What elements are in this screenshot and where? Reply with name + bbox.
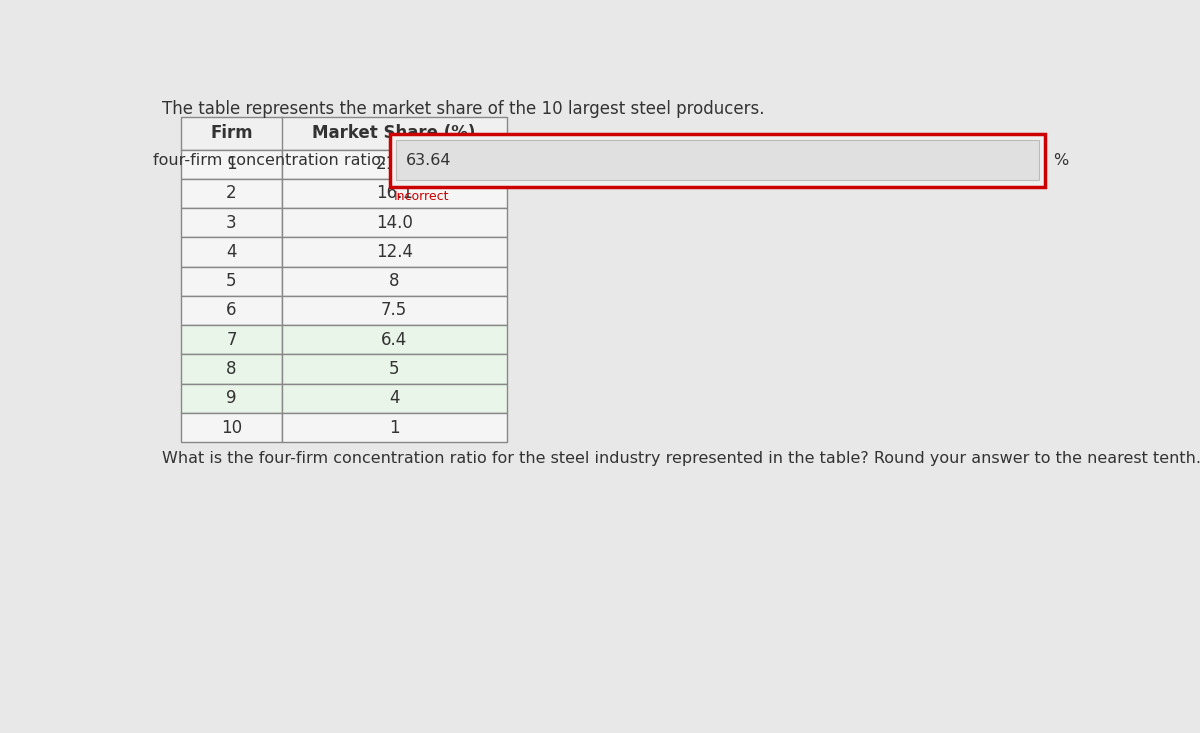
Bar — [181, 179, 282, 208]
Bar — [181, 325, 282, 354]
Bar — [181, 296, 282, 325]
Bar — [181, 354, 282, 383]
Bar — [181, 150, 282, 179]
Bar — [396, 140, 1039, 180]
Text: 9: 9 — [226, 389, 236, 408]
Bar — [282, 383, 506, 413]
Text: 8: 8 — [226, 360, 236, 378]
Text: %: % — [1052, 153, 1068, 168]
Text: 21.4: 21.4 — [376, 155, 413, 173]
Text: Incorrect: Incorrect — [394, 191, 450, 203]
Text: Market Share (%): Market Share (%) — [312, 125, 476, 142]
Bar — [181, 208, 282, 237]
Bar — [181, 383, 282, 413]
Bar — [282, 179, 506, 208]
Bar — [390, 134, 1045, 186]
Bar — [282, 354, 506, 383]
Text: 12.4: 12.4 — [376, 243, 413, 261]
Text: 3: 3 — [226, 214, 236, 232]
Bar — [181, 267, 282, 296]
Text: 1: 1 — [389, 419, 400, 437]
Text: 4: 4 — [389, 389, 400, 408]
Text: four-firm concentration ratio:: four-firm concentration ratio: — [154, 153, 386, 168]
Bar — [282, 150, 506, 179]
Text: 2: 2 — [226, 185, 236, 202]
Bar — [181, 117, 506, 150]
Text: 4: 4 — [226, 243, 236, 261]
Text: 6.4: 6.4 — [382, 331, 407, 349]
Text: What is the four-firm concentration ratio for the steel industry represented in : What is the four-firm concentration rati… — [162, 452, 1200, 466]
Text: 5: 5 — [389, 360, 400, 378]
Bar — [282, 413, 506, 442]
Text: Firm: Firm — [210, 125, 253, 142]
Bar — [282, 208, 506, 237]
Text: The table represents the market share of the 10 largest steel producers.: The table represents the market share of… — [162, 100, 764, 117]
Text: 63.64: 63.64 — [406, 153, 451, 168]
Text: 7: 7 — [226, 331, 236, 349]
Text: 5: 5 — [226, 272, 236, 290]
Bar — [282, 267, 506, 296]
Bar — [282, 296, 506, 325]
Text: 6: 6 — [226, 301, 236, 320]
Bar — [282, 325, 506, 354]
Bar — [181, 413, 282, 442]
Text: 1: 1 — [226, 155, 236, 173]
Text: 10: 10 — [221, 419, 242, 437]
Bar — [282, 237, 506, 267]
Text: 16.1: 16.1 — [376, 185, 413, 202]
Text: 14.0: 14.0 — [376, 214, 413, 232]
Text: 7.5: 7.5 — [382, 301, 407, 320]
Text: 8: 8 — [389, 272, 400, 290]
Bar — [181, 237, 282, 267]
